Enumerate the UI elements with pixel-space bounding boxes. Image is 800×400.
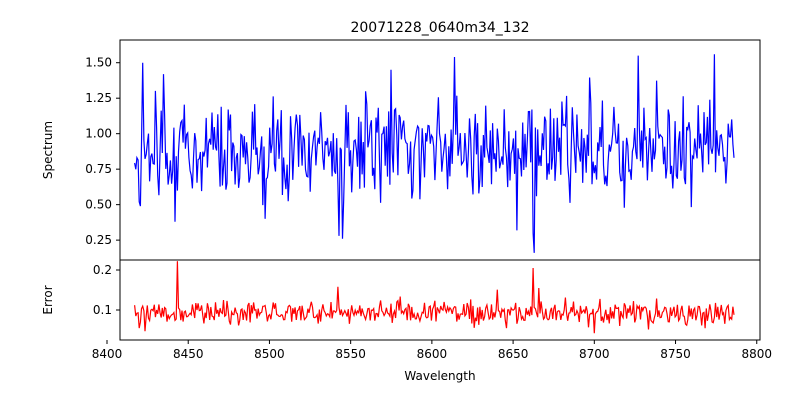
x-axis-label: Wavelength — [404, 369, 475, 383]
x-tick-label: 8650 — [498, 347, 529, 361]
error-panel: 0.10.2 8400 8450 8500 8550 8600 8650 8700 8750 8… — [41, 259, 772, 383]
y-tick-label: 1.25 — [85, 91, 112, 105]
y-tick-label: 0.75 — [85, 162, 112, 176]
error-y-axis-label: Error — [41, 285, 55, 314]
x-tick-label: 8800 — [741, 347, 772, 361]
chart-title: 20071228_0640m34_132 — [350, 20, 529, 36]
spectrum-panel: 0.25 0.50 0.75 1.00 1.25 1.50 Spectrum — [41, 39, 761, 261]
spectrum-series-line — [134, 54, 735, 253]
error-y-ticks: 0.1 0.2 — [93, 263, 120, 317]
y-tick-label: 0.1 — [93, 303, 112, 317]
x-tick-label: 8700 — [579, 347, 610, 361]
error-axes-frame — [119, 259, 761, 341]
y-tick-label: 1.50 — [85, 56, 112, 70]
x-tick-label: 8750 — [660, 347, 691, 361]
error-series-line — [134, 261, 735, 334]
y-tick-label: 0.25 — [85, 233, 112, 247]
y-tick-label: 1.00 — [85, 127, 112, 141]
y-tick-label: 0.2 — [93, 263, 112, 277]
x-tick-label: 8600 — [417, 347, 448, 361]
x-tick-label: 8450 — [173, 347, 204, 361]
x-tick-label: 8550 — [335, 347, 366, 361]
error-x-ticks: 8400 8450 8500 8550 8600 8650 8700 8750 8800 — [92, 340, 772, 361]
x-tick-label: 8500 — [254, 347, 285, 361]
y-tick-label: 0.50 — [85, 198, 112, 212]
x-tick-label: 8400 — [92, 347, 123, 361]
spectrum-y-ticks: 0.25 0.50 0.75 1.00 1.25 1.50 — [85, 56, 120, 247]
spectrum-y-axis-label: Spectrum — [41, 121, 55, 179]
